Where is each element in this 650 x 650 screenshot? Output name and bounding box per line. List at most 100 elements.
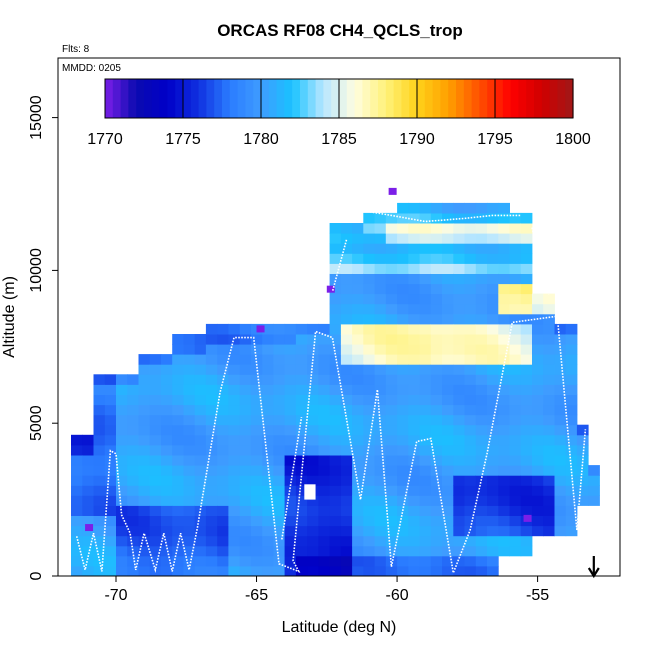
- heat-cell: [104, 434, 117, 446]
- heat-cell: [352, 444, 364, 456]
- heat-cell: [262, 465, 274, 476]
- heat-cell: [284, 535, 297, 547]
- heat-cell: [520, 334, 533, 345]
- heat-cell: [217, 323, 229, 335]
- heat-cell: [408, 394, 420, 406]
- heat-cell: [340, 354, 353, 365]
- heat-cell: [93, 424, 106, 436]
- heat-cell: [194, 364, 207, 375]
- heat-cell: [161, 404, 173, 416]
- heat-cell: [340, 253, 353, 264]
- heat-cell: [363, 303, 375, 315]
- heat-cell: [430, 233, 443, 244]
- heat-cell: [565, 323, 578, 335]
- heat-cell: [138, 394, 151, 406]
- heat-cell: [307, 535, 319, 547]
- heat-cell: [408, 535, 420, 547]
- heat-cell: [172, 505, 184, 516]
- heat-cell: [430, 434, 443, 446]
- heat-cell: [453, 354, 465, 365]
- heat-cell: [256, 325, 265, 333]
- heat-cell: [588, 485, 600, 496]
- heat-cell: [363, 565, 375, 577]
- heat-cell: [408, 404, 420, 416]
- heat-cell: [374, 525, 387, 537]
- heat-cell: [363, 465, 375, 476]
- heat-cell: [138, 434, 151, 446]
- heat-cell: [532, 384, 544, 395]
- colorbar-cell: [471, 79, 480, 118]
- heat-cell: [161, 565, 173, 577]
- heat-cell: [172, 555, 184, 567]
- heat-cell: [430, 485, 443, 496]
- heat-cell: [307, 414, 319, 426]
- heat-cell: [352, 424, 364, 436]
- heat-cell: [520, 303, 533, 315]
- heat-cell: [453, 202, 465, 214]
- heat-cell: [250, 404, 263, 416]
- heat-cell: [363, 525, 375, 537]
- heat-cell: [284, 495, 297, 506]
- heat-cell: [194, 444, 207, 456]
- heat-cell: [374, 283, 387, 295]
- heat-cell: [228, 475, 241, 486]
- heat-cell: [509, 424, 522, 436]
- heat-cell: [509, 293, 522, 305]
- heatmap-field: [71, 187, 600, 577]
- heat-cell: [363, 424, 375, 436]
- heat-cell: [532, 414, 544, 426]
- heat-cell: [363, 535, 375, 547]
- heat-cell: [239, 475, 252, 486]
- heat-cell: [194, 555, 207, 567]
- heat-cell: [509, 212, 522, 224]
- heat-cell: [520, 243, 533, 254]
- colorbar-cell: [409, 79, 418, 118]
- heat-cell: [385, 515, 398, 527]
- heat-cell: [104, 424, 117, 436]
- heat-cell: [385, 465, 398, 476]
- heat-cell: [419, 344, 432, 355]
- colorbar-cell: [253, 79, 262, 118]
- heat-cell: [194, 565, 207, 577]
- heat-cell: [172, 364, 184, 375]
- heat-cell: [352, 525, 364, 537]
- heat-cell: [329, 374, 342, 385]
- heat-cell: [408, 434, 420, 446]
- heat-cell: [172, 525, 184, 537]
- heat-cell: [509, 323, 522, 335]
- heat-cell: [205, 525, 218, 537]
- heat-cell: [71, 515, 83, 527]
- heat-cell: [442, 384, 454, 395]
- heat-cell: [340, 545, 353, 557]
- heat-cell: [487, 414, 499, 426]
- heat-cell: [138, 565, 151, 577]
- heat-cell: [442, 455, 454, 466]
- heat-cell: [262, 535, 274, 547]
- heat-cell: [374, 394, 387, 406]
- heat-cell: [340, 344, 353, 355]
- heat-cell: [273, 545, 286, 557]
- colorbar-tick-label: 1770: [87, 131, 123, 148]
- heat-cell: [138, 354, 151, 365]
- heat-cell: [565, 384, 578, 395]
- heat-cell: [442, 404, 454, 416]
- heat-cell: [329, 465, 342, 476]
- heat-cell: [352, 344, 364, 355]
- heat-cell: [509, 444, 522, 456]
- heat-cell: [217, 444, 229, 456]
- heat-cell: [385, 444, 398, 456]
- heat-cell: [82, 555, 94, 567]
- heat-cell: [239, 344, 252, 355]
- heat-cell: [82, 465, 94, 476]
- heat-cell: [464, 323, 477, 335]
- heat-cell: [172, 354, 184, 365]
- heat-cell: [397, 565, 409, 577]
- heat-cell: [205, 344, 218, 355]
- colorbar-cell: [549, 79, 558, 118]
- heat-cell: [318, 323, 331, 335]
- heat-cell: [104, 555, 117, 567]
- heat-cell: [576, 495, 589, 506]
- heat-cell: [419, 555, 432, 567]
- heat-cell: [419, 394, 432, 406]
